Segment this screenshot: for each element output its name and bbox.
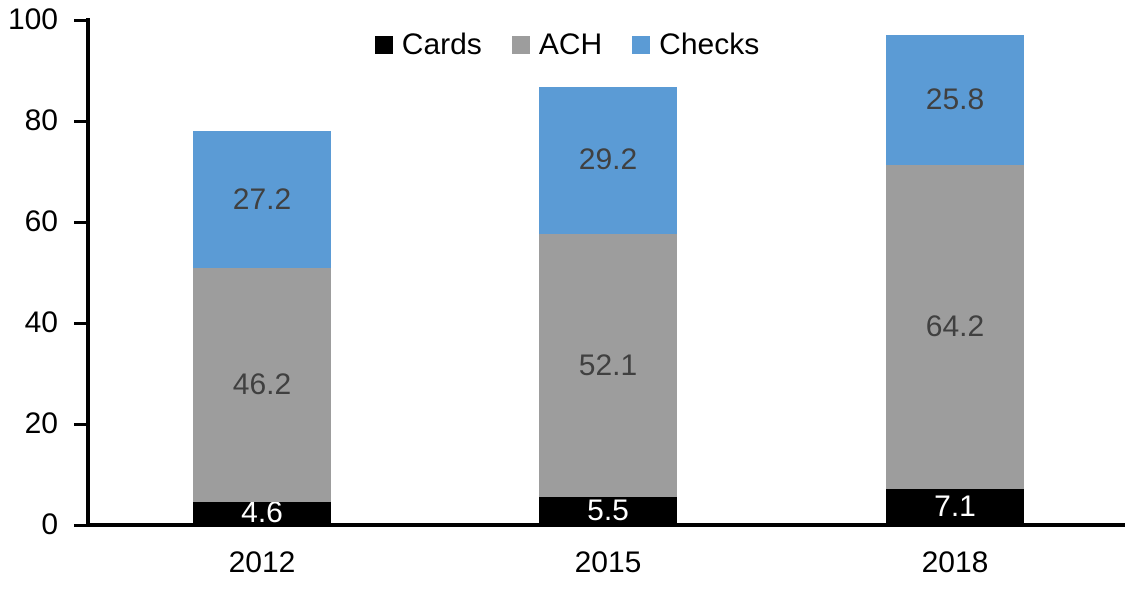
- legend: Cards ACH Checks: [0, 30, 1134, 60]
- y-axis-tick: [74, 119, 86, 123]
- bar-segment-cards-2018: 7.1: [886, 489, 1024, 525]
- bar-segment-ach-2018: 64.2: [886, 164, 1024, 490]
- legend-item-cards: Cards: [374, 28, 482, 61]
- legend-label: Checks: [659, 28, 760, 61]
- y-axis-tick: [74, 523, 86, 527]
- legend-item-ach: ACH: [511, 28, 603, 61]
- y-axis-tick-label: 0: [41, 508, 58, 541]
- x-axis-label-2012: 2012: [228, 546, 296, 579]
- bar-segment-label: 52.1: [578, 348, 638, 382]
- y-axis-tick-label: 80: [24, 104, 58, 137]
- legend-item-checks: Checks: [632, 30, 759, 60]
- bar-segment-label: 25.8: [925, 82, 985, 116]
- bar-segment-label: 46.2: [232, 368, 292, 402]
- bar-segment-checks-2015: 29.2: [539, 86, 677, 235]
- bar-segment-label: 4.6: [241, 496, 283, 530]
- bar-segment-ach-2012: 46.2: [193, 268, 331, 502]
- legend-swatch-icon: [511, 36, 530, 54]
- y-axis-tick: [74, 422, 86, 426]
- x-axis-label-2018: 2018: [921, 546, 989, 579]
- legend-label: ACH: [538, 28, 603, 61]
- bar-segment-label: 64.2: [925, 310, 985, 344]
- x-axis-label-2015: 2015: [574, 546, 642, 579]
- x-axis-line: [86, 523, 1125, 527]
- legend-label: Cards: [401, 28, 482, 61]
- y-axis-tick-label: 40: [24, 306, 58, 339]
- bar-segment-label: 5.5: [587, 494, 629, 528]
- y-axis-tick: [74, 220, 86, 224]
- bar-segment-cards-2015: 5.5: [539, 494, 677, 528]
- legend-swatch-icon: [374, 36, 393, 54]
- bar-segment-label: 27.2: [232, 182, 292, 216]
- bar-segment-cards-2012: 4.6: [193, 496, 331, 530]
- y-axis-tick: [74, 18, 86, 22]
- y-axis-tick-label: 60: [24, 205, 58, 238]
- y-axis-tick-label: 20: [24, 407, 58, 440]
- bar-segment-label: 7.1: [934, 490, 976, 524]
- bar-segment-checks-2018: 25.8: [886, 34, 1024, 165]
- legend-swatch-icon: [632, 36, 651, 54]
- y-axis-line: [86, 18, 90, 527]
- bar-segment-checks-2012: 27.2: [193, 131, 331, 269]
- y-axis-tick-label: 100: [7, 3, 58, 36]
- bar-segment-label: 29.2: [578, 143, 638, 177]
- y-axis-tick: [74, 321, 86, 325]
- bar-segment-ach-2015: 52.1: [539, 234, 677, 498]
